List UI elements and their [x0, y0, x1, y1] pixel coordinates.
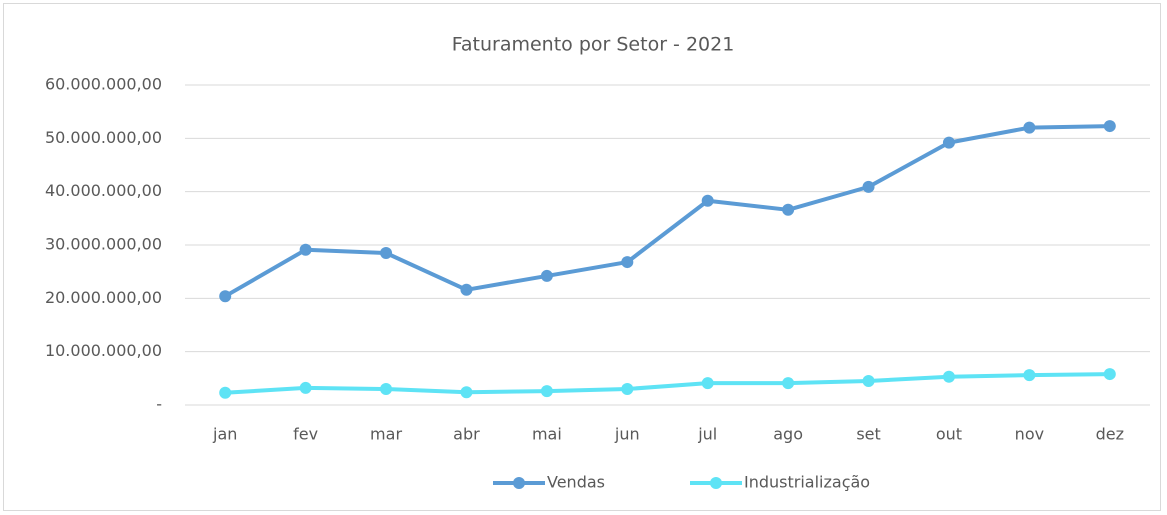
series-marker: [460, 386, 473, 399]
series-marker: [701, 194, 714, 207]
series-line: [224, 124, 1110, 298]
legend-label: Industrialização: [744, 473, 870, 492]
series-marker: [862, 375, 875, 387]
x-tick-label: ago: [773, 425, 803, 444]
series-marker: [942, 370, 955, 383]
x-tick-label: mar: [370, 425, 402, 444]
series-marker: [219, 386, 232, 399]
y-tick-label: 50.000.000,00: [45, 128, 162, 147]
series-marker: [782, 377, 795, 390]
series-marker: [1103, 368, 1116, 381]
x-tick-label: jan: [212, 425, 237, 444]
legend-marker: [513, 477, 525, 489]
x-tick-label: out: [936, 425, 962, 444]
legend-label: Vendas: [547, 473, 605, 492]
y-tick-label: 20.000.000,00: [45, 288, 162, 307]
chart-title: Faturamento por Setor - 2021: [452, 34, 735, 56]
series-marker: [460, 283, 473, 296]
series-marker: [862, 180, 875, 193]
series-marker: [299, 243, 312, 256]
series-marker: [380, 383, 393, 395]
y-tick-label: -: [156, 395, 162, 414]
x-tick-label: mai: [532, 425, 562, 444]
series-marker: [621, 256, 634, 269]
series-marker: [1023, 369, 1036, 382]
series-marker: [219, 290, 232, 303]
y-tick-label: 60.000.000,00: [45, 75, 162, 94]
x-tick-label: nov: [1015, 425, 1044, 444]
series-marker: [782, 203, 795, 216]
series-marker: [1103, 120, 1116, 133]
series-line: [225, 372, 1110, 395]
x-tick-label: set: [856, 425, 880, 444]
x-tick-label: jul: [697, 425, 717, 444]
legend-marker: [710, 477, 722, 489]
x-tick-label: dez: [1096, 425, 1124, 444]
series-marker: [621, 383, 634, 395]
series-marker: [540, 269, 553, 282]
series-marker: [299, 381, 312, 394]
series-marker: [701, 377, 714, 390]
series-marker: [380, 247, 393, 259]
y-tick-label: 30.000.000,00: [45, 235, 162, 254]
y-tick-label: 10.000.000,00: [45, 341, 162, 360]
y-tick-label: 40.000.000,00: [45, 181, 162, 200]
chart-frame: [3, 3, 1161, 511]
series-marker: [1023, 121, 1036, 134]
x-tick-label: jun: [614, 425, 640, 444]
x-tick-label: fev: [293, 425, 318, 444]
series-marker: [942, 136, 955, 149]
x-tick-label: abr: [453, 425, 480, 444]
series-marker: [540, 385, 553, 398]
